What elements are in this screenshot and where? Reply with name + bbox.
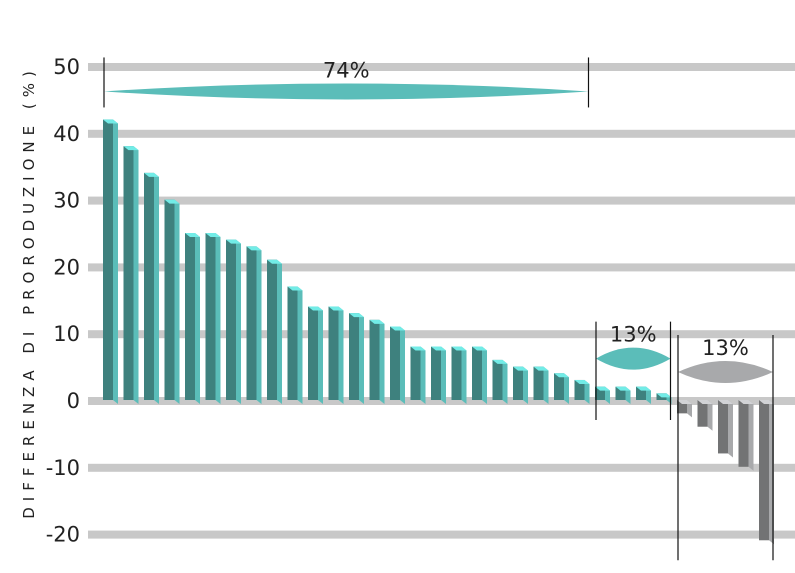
group-annotation: 74%	[103, 57, 590, 108]
gridline	[88, 330, 795, 339]
bar	[246, 246, 262, 404]
group-annotation: 13%	[595, 321, 672, 420]
group-percentage: 13%	[702, 336, 749, 360]
bar	[164, 199, 180, 404]
group-annotation: 13%	[677, 335, 774, 561]
bar	[226, 239, 241, 404]
gridline	[88, 196, 795, 205]
bar	[759, 400, 774, 545]
y-tick-label: 0	[67, 389, 80, 413]
group-lens	[596, 347, 671, 370]
bar	[492, 359, 508, 404]
bar	[390, 326, 405, 404]
bar	[308, 306, 323, 404]
gridline	[88, 263, 795, 272]
gridline	[88, 397, 795, 405]
gridline	[88, 463, 795, 472]
bar	[103, 119, 118, 404]
y-tick-label: 30	[53, 189, 80, 213]
group-percentage: 13%	[610, 323, 657, 347]
bar	[595, 386, 610, 404]
y-axis-label: DIFFERENZA DI PRORODUZIONE (%)	[20, 65, 38, 519]
bar	[287, 286, 303, 404]
bar	[267, 259, 282, 404]
group-lens	[678, 361, 773, 383]
bar	[574, 379, 590, 404]
bar	[718, 400, 733, 458]
gridlines	[88, 63, 795, 539]
y-tick-label: 20	[53, 255, 80, 279]
bar	[697, 400, 713, 431]
gridline	[88, 129, 795, 138]
y-tick-label: -10	[46, 456, 80, 480]
bar	[410, 346, 426, 404]
bar	[349, 313, 364, 404]
bar	[738, 400, 754, 471]
group-percentage: 74%	[323, 58, 370, 82]
y-tick-label: -20	[46, 523, 80, 547]
gridline	[88, 63, 795, 71]
bar	[615, 386, 631, 404]
bar	[533, 366, 549, 404]
bars	[103, 119, 774, 545]
bar	[636, 386, 651, 404]
bar	[328, 306, 344, 404]
bar	[677, 400, 692, 418]
bar	[205, 233, 221, 404]
y-tick-label: 40	[53, 122, 80, 146]
bar	[451, 346, 467, 404]
gridline	[88, 530, 795, 539]
bar	[431, 346, 446, 404]
y-tick-label: 10	[53, 322, 80, 346]
bar	[554, 373, 569, 404]
bar	[185, 233, 200, 404]
group-lens	[104, 83, 589, 100]
bar	[369, 319, 385, 404]
group-annotations: 74% 13% 13%	[103, 57, 774, 561]
bar	[513, 366, 528, 404]
y-tick-labels: 50 40 30 20 10 0 -10 -20	[46, 55, 80, 547]
bar	[472, 346, 487, 404]
bar	[144, 172, 159, 404]
y-tick-label: 50	[53, 55, 80, 79]
bar	[123, 146, 139, 404]
